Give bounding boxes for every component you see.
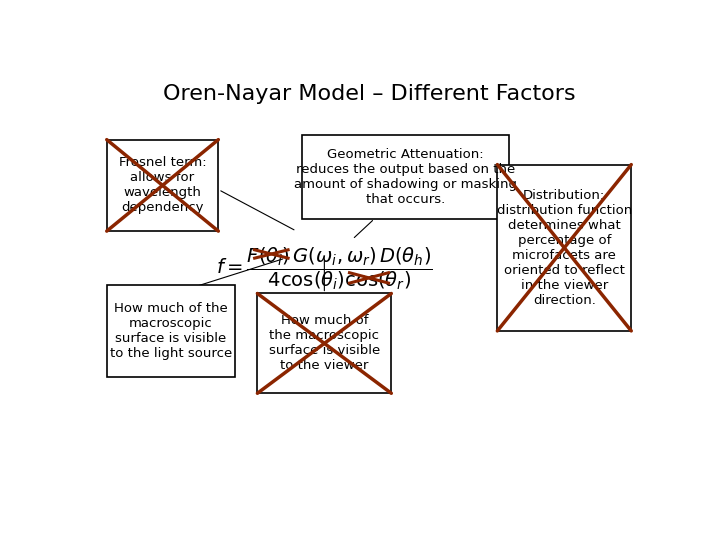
Text: Fresnel term:
allows for
wavelength
dependency: Fresnel term: allows for wavelength depe… — [119, 157, 207, 214]
Bar — [107, 140, 218, 231]
Bar — [107, 285, 235, 377]
Bar — [302, 136, 508, 219]
Text: How much of
the macroscopic
surface is visible
to the viewer: How much of the macroscopic surface is v… — [269, 314, 380, 373]
Bar — [498, 165, 631, 331]
Text: How much of the
macroscopic
surface is visible
to the light source: How much of the macroscopic surface is v… — [109, 302, 232, 360]
Text: Geometric Attenuation:
reduces the output based on the
amount of shadowing or ma: Geometric Attenuation: reduces the outpu… — [294, 148, 517, 206]
Bar — [258, 294, 392, 393]
Text: Distribution:
distribution function
determines what
percentage of
microfacets ar: Distribution: distribution function dete… — [497, 189, 632, 307]
Text: $f = \dfrac{F(\theta_i)\,G(\omega_i,\omega_r)\,D(\theta_h)}{4\cos(\theta_i)\cos(: $f = \dfrac{F(\theta_i)\,G(\omega_i,\ome… — [216, 245, 433, 292]
Text: Oren-Nayar Model – Different Factors: Oren-Nayar Model – Different Factors — [163, 84, 575, 104]
